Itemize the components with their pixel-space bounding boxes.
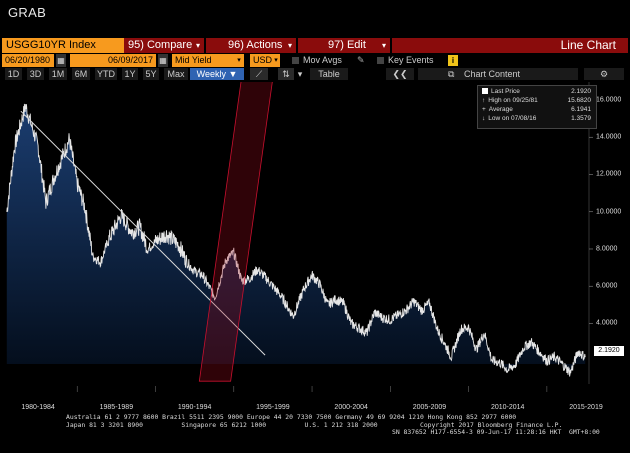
legend-high-label: High on 09/25/81 — [488, 97, 538, 104]
currency-select[interactable]: USD — [250, 54, 272, 67]
legend-swatch — [482, 88, 488, 95]
x-tick-label: 2015-2019 — [569, 404, 603, 411]
collapse-icon[interactable]: ❮❮ — [386, 68, 414, 80]
legend-average-value: 6.1941 — [571, 106, 591, 113]
chevron-down-icon: ▾ — [287, 41, 292, 50]
y-tick-label: 4.0000 — [596, 319, 618, 327]
edit-number: 97) — [328, 39, 344, 51]
edit-label: Edit — [346, 39, 366, 51]
x-tick-label: 1985-1989 — [99, 404, 134, 411]
arrow-up-icon: ↑ — [482, 97, 486, 104]
field-select[interactable]: Mid Yield — [172, 54, 234, 67]
table-button[interactable]: Table — [310, 68, 348, 80]
chart-style-icon[interactable]: ⇅ — [278, 68, 294, 80]
red-channel-annotation — [198, 82, 273, 382]
frequency-label: Weekly — [196, 69, 226, 79]
x-tick-label: 2005-2009 — [412, 404, 447, 411]
footer-line-2: Japan 81 3 3201 8900 Singapore 65 6212 1… — [66, 420, 563, 429]
frequency-select[interactable]: Weekly ▼ — [190, 68, 244, 80]
legend-last-price-label: Last Price — [491, 88, 520, 95]
legend-low-label: Low on 07/08/16 — [488, 115, 537, 122]
window-title: GRAB — [8, 5, 47, 20]
key-events-label: Key Events — [388, 55, 434, 65]
average-icon: + — [482, 106, 486, 113]
legend-last-price: Last Price 2.1920 — [482, 87, 594, 96]
legend-low: ↓ Low on 07/08/16 1.3579 — [482, 114, 594, 123]
chevron-down-icon: ▾ — [381, 41, 386, 50]
legend-last-price-value: 2.1920 — [571, 88, 591, 95]
start-date-input[interactable]: 06/20/1980 — [2, 54, 54, 67]
trend-line — [20, 110, 266, 356]
yield-chart — [6, 82, 593, 392]
field-select-label: Mid Yield — [175, 55, 212, 65]
pencil-icon[interactable]: ✎ — [357, 55, 365, 65]
chevron-down-icon: ▾ — [195, 41, 200, 50]
footer-line-1: Australia 61 2 9777 8600 Brazil 5511 239… — [66, 413, 517, 421]
period-max[interactable]: Max — [164, 68, 188, 80]
end-date-input[interactable]: 06/09/2017 — [70, 54, 156, 67]
settings-gear-icon[interactable]: ⚙ — [584, 68, 624, 80]
y-tick-label: 12.0000 — [596, 170, 622, 178]
period-3d[interactable]: 3D — [27, 68, 44, 80]
compare-label: Compare — [146, 39, 193, 51]
chevron-down-icon[interactable]: ▾ — [296, 68, 304, 80]
edit-button[interactable]: 97) Edit ▾ — [298, 38, 390, 53]
legend-average: + Average 6.1941 — [482, 105, 594, 114]
legend-average-label: Average — [488, 106, 513, 113]
actions-number: 96) — [228, 39, 244, 51]
x-tick-label: 1995-1999 — [256, 404, 290, 411]
chart-content-icon: ⧉ — [448, 69, 455, 79]
actions-button[interactable]: 96) Actions ▾ — [206, 38, 296, 53]
footer: Australia 61 2 9777 8600 Brazil 5511 239… — [0, 413, 630, 437]
footer-line-3: SN 837652 H177-6554-3 09-Jun-17 11:28:16… — [392, 428, 600, 436]
last-price-tag: 2.1920 — [594, 346, 624, 356]
line-chart-icon[interactable]: ⟋ — [250, 68, 268, 80]
chart-content-label: Chart Content — [464, 69, 521, 79]
chart-legend: Last Price 2.1920 ↑ High on 09/25/81 15.6… — [477, 85, 597, 129]
arrow-down-icon: ↓ — [482, 115, 486, 122]
ticker-field[interactable]: USGG10YR Index — [2, 38, 124, 53]
legend-high: ↑ High on 09/25/81 15.6820 — [482, 96, 594, 105]
period-1d[interactable]: 1D — [5, 68, 22, 80]
calendar-icon[interactable]: ▦ — [56, 54, 66, 67]
chevron-down-icon[interactable]: ▾ — [234, 54, 244, 67]
y-tick-label: 16.0000 — [596, 96, 622, 104]
calendar-icon[interactable]: ▦ — [158, 54, 168, 67]
compare-button[interactable]: 95) Compare ▾ — [124, 38, 204, 53]
compare-number: 95) — [128, 39, 144, 51]
legend-low-value: 1.3579 — [571, 115, 591, 122]
chart-type-label[interactable]: Line Chart — [392, 38, 628, 53]
mov-avgs-label: Mov Avgs — [303, 55, 342, 65]
actions-label: Actions — [246, 39, 283, 51]
y-tick-label: 10.0000 — [596, 208, 622, 216]
period-6m[interactable]: 6M — [72, 68, 90, 80]
x-tick-label: 1980-1984 — [21, 404, 55, 411]
y-tick-label: 14.0000 — [596, 133, 622, 141]
info-icon[interactable]: i — [448, 55, 458, 66]
chevron-down-icon[interactable]: ▾ — [272, 54, 280, 67]
y-tick-label: 6.0000 — [596, 282, 618, 290]
period-5y[interactable]: 5Y — [143, 68, 159, 80]
period-ytd[interactable]: YTD — [95, 68, 117, 80]
yield-line — [6, 103, 586, 377]
key-events-checkbox[interactable] — [377, 57, 384, 64]
period-1y[interactable]: 1Y — [122, 68, 138, 80]
chart-content-bar[interactable]: ⧉ Chart Content — [418, 68, 578, 80]
period-1m[interactable]: 1M — [49, 68, 67, 80]
x-tick-label: 1990-1994 — [177, 404, 212, 411]
y-tick-label: 8.0000 — [596, 245, 618, 253]
mov-avgs-checkbox[interactable] — [292, 57, 299, 64]
legend-high-value: 15.6820 — [567, 97, 592, 104]
x-tick-label: 2000-2004 — [334, 404, 368, 411]
yield-area — [6, 103, 586, 377]
x-tick-label: 2010-2014 — [490, 404, 525, 411]
